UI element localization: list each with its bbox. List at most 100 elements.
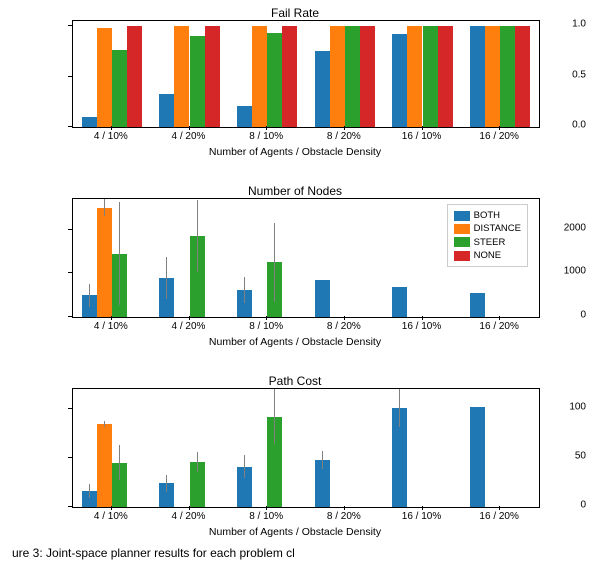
ytick-label: 0 [522, 310, 586, 321]
bar [360, 26, 375, 127]
xtick-mark [266, 506, 267, 510]
ytick-label: 0 [522, 500, 586, 511]
bar [159, 94, 174, 127]
xlabel: Number of Agents / Obstacle Density [0, 146, 590, 158]
panel-title: Number of Nodes [0, 184, 590, 198]
bar [392, 287, 407, 317]
xtick-mark [344, 126, 345, 130]
xtick-mark [189, 316, 190, 320]
bar [127, 26, 142, 127]
panel-title: Path Cost [0, 374, 590, 388]
error-bar [104, 199, 105, 216]
ytick-mark [68, 25, 72, 26]
error-bar [166, 475, 167, 493]
bar [82, 117, 97, 127]
legend-item: NONE [454, 249, 521, 262]
xtick-label: 8 / 20% [327, 321, 361, 332]
error-bar [274, 389, 275, 444]
bar [282, 26, 297, 127]
legend-label: NONE [474, 249, 501, 262]
error-bar [399, 389, 400, 427]
xtick-label: 8 / 20% [327, 131, 361, 142]
error-bar [166, 257, 167, 299]
bar [392, 34, 407, 127]
error-bar [197, 200, 198, 272]
ytick-label: 1000 [522, 266, 586, 277]
xtick-label: 8 / 10% [249, 321, 283, 332]
panel-num_nodes: Number of Nodes0100020004 / 10%4 / 20%8 … [0, 186, 590, 364]
bar [252, 26, 267, 127]
ytick-label: 100 [522, 401, 586, 412]
ytick-mark [68, 316, 72, 317]
legend: BOTHDISTANCESTEERNONE [447, 204, 528, 267]
bar [485, 26, 500, 127]
bar [97, 424, 112, 507]
xtick-mark [111, 316, 112, 320]
xtick-mark [499, 316, 500, 320]
xtick-label: 4 / 20% [172, 321, 206, 332]
xtick-label: 16 / 10% [402, 511, 441, 522]
xlabel: Number of Agents / Obstacle Density [0, 526, 590, 538]
xtick-label: 8 / 10% [249, 131, 283, 142]
panel-path_cost: Path Cost0501004 / 10%4 / 20%8 / 10%8 / … [0, 376, 590, 554]
bar [500, 26, 515, 127]
bar [470, 293, 485, 317]
xtick-label: 16 / 20% [479, 511, 518, 522]
xtick-mark [111, 126, 112, 130]
ytick-mark [68, 229, 72, 230]
xtick-mark [422, 316, 423, 320]
panel-title: Fail Rate [0, 6, 590, 20]
xtick-label: 16 / 10% [402, 321, 441, 332]
xtick-mark [266, 126, 267, 130]
error-bar [119, 445, 120, 480]
legend-label: DISTANCE [474, 222, 521, 235]
legend-swatch [454, 251, 470, 261]
ytick-label: 0.5 [522, 69, 586, 80]
ytick-mark [68, 506, 72, 507]
error-bar [89, 284, 90, 307]
xtick-label: 16 / 20% [479, 321, 518, 332]
caption-fragment: ure 3: Joint-space planner results for e… [12, 546, 578, 560]
error-bar [322, 451, 323, 469]
xtick-mark [189, 506, 190, 510]
error-bar [119, 202, 120, 305]
xtick-label: 4 / 10% [94, 131, 128, 142]
xtick-mark [499, 126, 500, 130]
plot-area [72, 388, 540, 508]
figure: Fail Rate0.00.51.04 / 10%4 / 20%8 / 10%8… [0, 0, 590, 564]
ytick-mark [68, 126, 72, 127]
bar [330, 26, 345, 127]
bar [97, 208, 112, 317]
legend-item: STEER [454, 236, 521, 249]
bar [190, 36, 205, 127]
legend-label: BOTH [474, 209, 500, 222]
xtick-label: 4 / 10% [94, 321, 128, 332]
xtick-mark [422, 506, 423, 510]
bar [423, 26, 438, 127]
bar [112, 50, 127, 127]
ytick-label: 50 [522, 450, 586, 461]
ytick-label: 1.0 [522, 19, 586, 30]
ytick-mark [68, 457, 72, 458]
legend-item: DISTANCE [454, 222, 521, 235]
bar [315, 280, 330, 317]
bar [438, 26, 453, 127]
xtick-mark [344, 506, 345, 510]
xlabel: Number of Agents / Obstacle Density [0, 336, 590, 348]
bar [267, 33, 282, 127]
xtick-mark [111, 506, 112, 510]
legend-label: STEER [474, 236, 506, 249]
bar [237, 106, 252, 127]
bar [470, 26, 485, 127]
error-bar [244, 277, 245, 302]
xtick-label: 8 / 20% [327, 511, 361, 522]
error-bar [197, 452, 198, 472]
bar [470, 407, 485, 507]
xtick-label: 4 / 20% [172, 131, 206, 142]
plot-area [72, 20, 540, 128]
ytick-mark [68, 76, 72, 77]
ytick-mark [68, 272, 72, 273]
error-bar [274, 223, 275, 302]
xtick-mark [499, 506, 500, 510]
xtick-label: 4 / 20% [172, 511, 206, 522]
